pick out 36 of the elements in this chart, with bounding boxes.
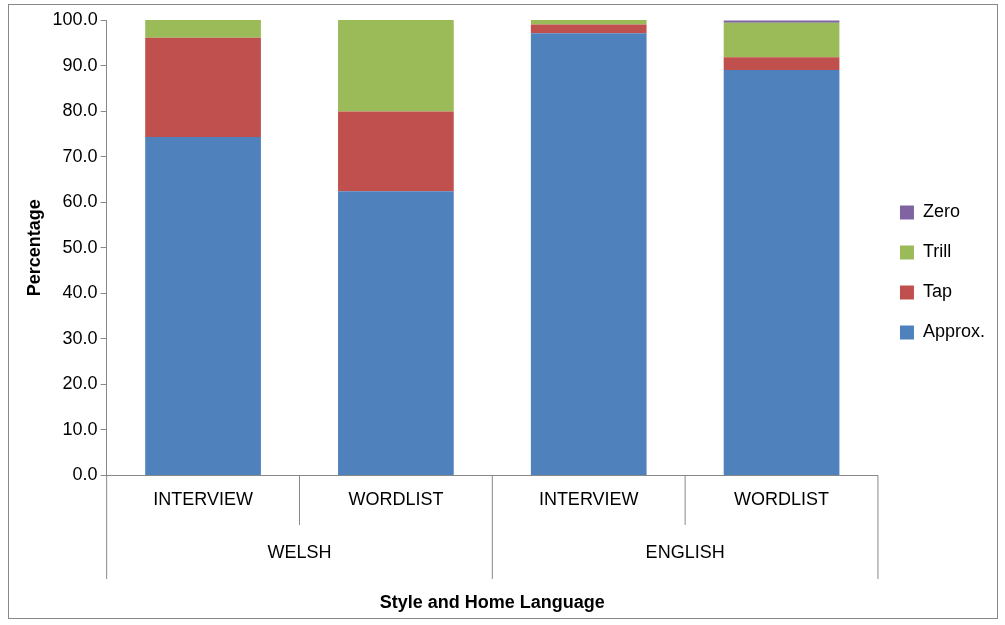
bar [145, 20, 261, 38]
x-tick-label: INTERVIEW [153, 489, 253, 510]
text: WELSH [267, 541, 332, 562]
x-tick-label: WORDLIST [348, 489, 444, 510]
x-axis-title: Style and Home Language [379, 591, 605, 612]
bar [530, 24, 647, 34]
bar [338, 111, 454, 192]
text: ENGLISH [645, 541, 725, 562]
x-tick-label: INTERVIEW [538, 489, 639, 510]
y-tick-label: 20.0 [62, 373, 98, 394]
legend-label: Approx. [922, 321, 986, 342]
y-tick-label: 100.0 [52, 8, 98, 29]
bar [723, 20, 840, 23]
bar [530, 20, 647, 25]
y-tick-label: 10.0 [62, 418, 98, 439]
y-tick-label: 60.0 [62, 191, 98, 212]
y-tick-label: 30.0 [62, 327, 98, 348]
y-tick-label: 70.0 [62, 145, 98, 166]
y-tick-label: 50.0 [62, 236, 98, 257]
y-tick-label: 80.0 [62, 100, 98, 121]
y-axis-title: Percentage [23, 199, 44, 297]
bar [338, 191, 454, 475]
bar [723, 22, 840, 58]
bar [338, 20, 454, 112]
legend-label: Tap [922, 281, 952, 302]
y-tick-label: 0.0 [72, 464, 98, 485]
bar [145, 137, 261, 475]
x-tick-label: WORDLIST [734, 489, 830, 510]
bar [530, 33, 647, 475]
bar [723, 70, 840, 475]
y-tick-label: 90.0 [62, 54, 98, 75]
legend-label: Trill [922, 241, 952, 262]
legend-label: Zero [922, 201, 960, 222]
bar [145, 37, 261, 138]
y-tick-label: 40.0 [62, 282, 98, 303]
bar [723, 57, 840, 71]
